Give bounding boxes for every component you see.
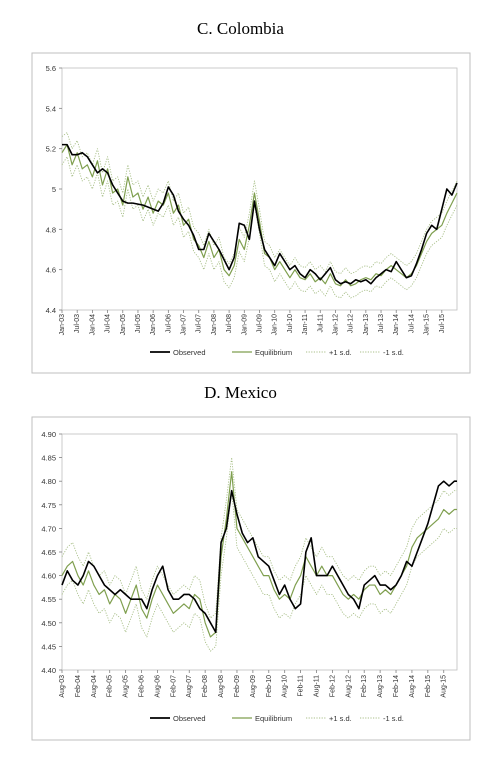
x-tick-label: Jul-04 — [105, 314, 112, 333]
y-tick-label: 4.85 — [41, 454, 56, 463]
x-tick-label: Jul-10 — [287, 314, 294, 333]
y-tick-label: 5.6 — [46, 64, 56, 73]
series-line--1-s-d- — [61, 156, 458, 299]
x-tick-label: Aug-07 — [186, 675, 193, 698]
x-tick-label: Feb-13 — [361, 675, 368, 697]
chart-mexico: 4.40 4.45 4.50 4.55 4.60 4.65 4.70 4.75 4.80 4.85… — [31, 416, 471, 741]
x-tick-label: Aug-03 — [59, 675, 66, 698]
x-tick-label: Feb-09 — [234, 675, 241, 697]
series-line-equilibrium — [61, 144, 458, 287]
y-tick-label: 5.4 — [46, 104, 56, 113]
x-tick-label: Jan-09 — [241, 314, 248, 336]
y-tick-label: 4.60 — [41, 572, 56, 581]
x-tick-label: Jan-14 — [393, 314, 400, 336]
y-tick-label: 4.55 — [41, 595, 56, 604]
y-tick-label: 5 — [52, 185, 56, 194]
legend-label: +1 s.d. — [329, 714, 352, 723]
x-tick-label: Jul-03 — [74, 314, 81, 333]
chart-colombia: 4.4 4.6 4.8 5 5.2 5.4 5.6 Jan-03 Jul-03 Jan-04 Jul… — [31, 52, 471, 374]
x-tick-label: Jul-15 — [439, 314, 446, 333]
legend-label: -1 s.d. — [383, 714, 404, 723]
x-tick-label: Jul-06 — [165, 314, 172, 333]
x-tick-label: Feb-14 — [393, 675, 400, 697]
x-tick-label: Jan-12 — [332, 314, 339, 336]
y-tick-label: 4.70 — [41, 524, 56, 533]
x-tick-label: Jul-11 — [317, 314, 324, 333]
series-line-observed — [61, 480, 457, 634]
series-line--1-s-d- — [61, 490, 457, 652]
chart-frame — [31, 416, 471, 741]
x-tick-label: Jan-11 — [302, 314, 309, 335]
legend-label: Observed — [173, 714, 206, 723]
legend-label: Observed — [173, 348, 206, 357]
legend-label: +1 s.d. — [329, 348, 352, 357]
x-tick-label: Jan-13 — [363, 314, 370, 336]
y-tick-label: 4.80 — [41, 477, 56, 486]
legend-label: Equilibrium — [255, 348, 292, 357]
series-line--1-s-d- — [61, 132, 458, 275]
x-tick-label: Aug-05 — [123, 675, 130, 698]
y-tick-label: 5.2 — [46, 145, 56, 154]
series-line--1-s-d- — [61, 457, 457, 619]
x-tick-label: Jul-09 — [257, 314, 264, 333]
x-tick-label: Aug-13 — [377, 675, 384, 698]
y-tick-label: 4.50 — [41, 619, 56, 628]
legend: Observed Equilibrium +1 s.d. -1 s.d. — [150, 348, 404, 357]
x-tick-label: Aug-11 — [313, 675, 320, 697]
x-tick-label: Feb-04 — [75, 675, 82, 697]
legend-label: -1 s.d. — [383, 348, 404, 357]
y-tick-label: 4.4 — [46, 306, 56, 315]
x-tick-label: Jan-10 — [272, 314, 279, 336]
x-tick-label: Jul-08 — [226, 314, 233, 333]
x-tick-label: Feb-06 — [139, 675, 146, 697]
x-tick-label: Feb-15 — [425, 675, 432, 697]
x-tick-label: Jan-08 — [211, 314, 218, 336]
y-tick-label: 4.45 — [41, 642, 56, 651]
x-tick-label: Feb-10 — [266, 675, 273, 697]
x-tick-label: Aug-09 — [250, 675, 257, 698]
x-tick-label: Aug-12 — [345, 675, 352, 698]
x-tick-label: Jan-07 — [181, 314, 188, 336]
y-tick-label: 4.65 — [41, 548, 56, 557]
x-tick-label: Jan-04 — [89, 314, 96, 336]
x-tick-label: Jul-13 — [378, 314, 385, 333]
x-tick-label: Jan-03 — [59, 314, 66, 336]
legend: Observed Equilibrium +1 s.d. -1 s.d. — [150, 714, 404, 723]
x-tick-label: Aug-04 — [91, 675, 98, 698]
x-tick-label: Feb-11 — [298, 675, 305, 697]
y-tick-label: 4.40 — [41, 666, 56, 675]
x-tick-label: Jul-07 — [196, 314, 203, 333]
x-tick-label: Jan-15 — [424, 314, 431, 336]
series-line-observed — [62, 143, 458, 285]
x-tick-label: Feb-12 — [329, 675, 336, 697]
x-tick-label: Aug-08 — [218, 675, 225, 698]
y-tick-label: 4.90 — [41, 430, 56, 439]
series-line-equilibrium — [61, 471, 457, 638]
chart-title-colombia: C. Colombia — [197, 19, 284, 38]
x-tick-label: Aug-14 — [409, 675, 416, 698]
x-tick-label: Jul-14 — [408, 314, 415, 333]
legend-label: Equilibrium — [255, 714, 292, 723]
x-tick-label: Aug-10 — [282, 675, 289, 698]
x-tick-label: Jul-12 — [348, 314, 355, 333]
y-tick-label: 4.8 — [46, 225, 56, 234]
x-tick-label: Aug-15 — [441, 675, 448, 698]
x-tick-label: Feb-07 — [170, 675, 177, 697]
x-tick-label: Jan-06 — [150, 314, 157, 336]
x-tick-label: Aug-06 — [154, 675, 161, 698]
x-tick-label: Feb-08 — [202, 675, 209, 697]
x-tick-label: Feb-05 — [107, 675, 114, 697]
chart-title-mexico: D. Mexico — [204, 383, 277, 402]
x-tick-label: Jan-05 — [120, 314, 127, 336]
x-tick-label: Jul-05 — [135, 314, 142, 333]
y-tick-label: 4.75 — [41, 501, 56, 510]
y-tick-label: 4.6 — [46, 266, 56, 275]
